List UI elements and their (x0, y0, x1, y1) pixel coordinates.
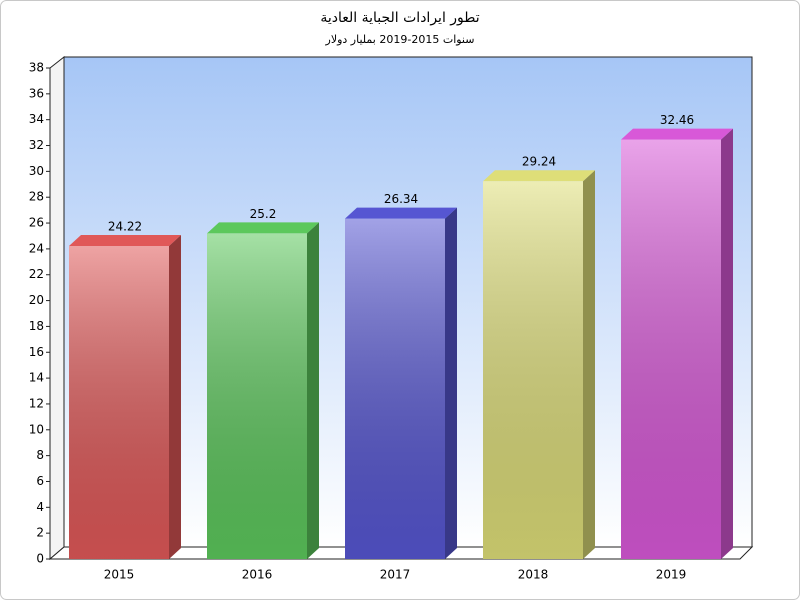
y-tick-label: 0 (36, 552, 44, 566)
y-tick-label: 8 (36, 448, 44, 462)
y-tick-label: 20 (29, 293, 44, 307)
y-tick-label: 34 (29, 112, 44, 126)
bar-top (483, 170, 595, 182)
bar-side-shade (169, 235, 181, 559)
bar-shade (621, 139, 721, 559)
y-tick-label: 38 (29, 61, 44, 75)
y-tick-label: 28 (29, 190, 44, 204)
y-tick-label: 18 (29, 319, 44, 333)
value-label: 24.22 (108, 220, 142, 234)
bar-side-shade (583, 170, 595, 559)
bar-top (345, 207, 457, 219)
y-tick-label: 2 (36, 526, 44, 540)
bar-side (169, 235, 181, 559)
value-label: 25.2 (250, 207, 277, 221)
bar-side-shade (445, 207, 457, 559)
bar-shade (207, 233, 307, 560)
y-tick-label: 16 (29, 345, 44, 359)
bar-side-shade (721, 128, 733, 559)
bar-side (721, 128, 733, 559)
x-tick-label: 2016 (242, 568, 273, 582)
bar-side (583, 170, 595, 559)
bar-top (207, 222, 319, 234)
x-tick-label: 2019 (656, 568, 687, 582)
value-label: 32.46 (660, 113, 694, 127)
y-tick-label: 12 (29, 396, 44, 410)
y-tick-label: 32 (29, 138, 44, 152)
value-label: 26.34 (384, 192, 418, 206)
bar-shade (69, 246, 169, 559)
bar-side-shade (307, 222, 319, 560)
y-tick-label: 24 (29, 241, 44, 255)
y-tick-label: 6 (36, 474, 44, 488)
bar-shade (483, 181, 583, 559)
bar-shade (345, 218, 445, 559)
chart-subtitle: سنوات 2015-2019 بمليار دولار (325, 33, 475, 46)
x-tick-label: 2017 (380, 568, 411, 582)
y-tick-label: 22 (29, 267, 44, 281)
y-tick-label: 14 (29, 371, 44, 385)
bar-top (621, 128, 733, 140)
y-tick-label: 30 (29, 164, 44, 178)
y-tick-label: 4 (36, 500, 44, 514)
value-label: 29.24 (522, 155, 556, 169)
bar-side (307, 222, 319, 560)
y-tick-label: 10 (29, 422, 44, 436)
bar-top (69, 235, 181, 247)
bar-side (445, 207, 457, 559)
y-tick-label: 26 (29, 216, 44, 230)
side-wall (49, 55, 65, 561)
x-tick-label: 2018 (518, 568, 549, 582)
y-tick-label: 36 (29, 86, 44, 100)
chart-title: تطور ايرادات الجباية العادية (320, 10, 479, 26)
x-tick-label: 2015 (104, 568, 135, 582)
